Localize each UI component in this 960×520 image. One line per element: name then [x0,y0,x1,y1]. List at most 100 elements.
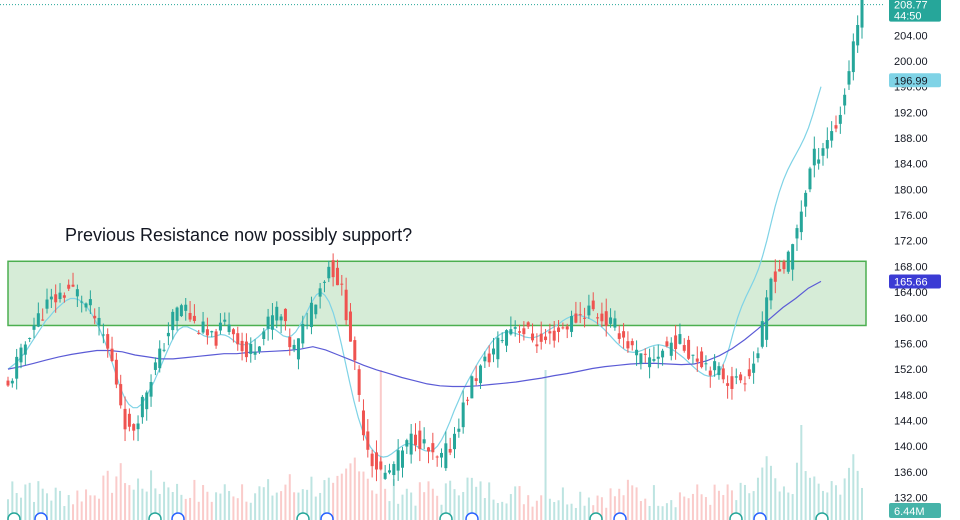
volume-bar [297,492,300,520]
event-marker-icon[interactable] [729,512,743,520]
volume-badge [889,503,941,518]
candle [192,304,196,324]
event-marker-icon[interactable] [589,512,603,520]
candle-body [535,344,539,347]
candle-body [747,369,751,377]
candle [431,432,435,460]
volume-bar [336,475,339,520]
annotation-text[interactable]: Previous Resistance now possibly support… [65,225,412,245]
candle [769,277,773,310]
volume-bar [644,498,647,520]
volume-bar [85,489,88,520]
price-axis[interactable]: 132.00 136.00 140.00 144.00 148.00 152.00 156.… [894,30,928,504]
candle [487,345,491,367]
candle-body [370,453,374,467]
y-tick-label: 200.00 [894,56,928,68]
candle [418,420,422,462]
candle [700,347,704,369]
volume-bar [427,481,430,520]
volume-bar [752,491,755,520]
volume-bar [89,495,92,520]
candle-body [171,311,175,331]
candle [322,280,326,293]
event-marker-icon[interactable] [34,512,48,520]
volume-bar [540,495,543,520]
volume-bar [470,477,473,520]
event-marker-icon[interactable] [171,512,185,520]
volume-bar [449,480,452,520]
volume-bar [193,479,196,520]
candle-body [461,402,465,428]
candle-body [45,299,49,309]
event-marker-icon[interactable] [439,512,453,520]
candle [54,284,58,313]
support-resistance-zone[interactable] [7,260,867,327]
candle-body [379,461,383,470]
candle [821,142,825,166]
volume-bar [488,482,491,520]
candle [570,310,574,338]
candle-body [36,313,40,327]
candle [687,335,691,361]
candle [539,321,543,350]
candle-body [201,321,205,333]
candle-body [218,322,222,331]
volume-bar [505,503,508,520]
event-marker-icon[interactable] [148,512,162,520]
volume-bar [171,492,174,520]
candle [23,341,27,366]
candle [604,298,608,337]
candle [379,456,383,471]
candle-body [32,325,36,330]
candle [830,121,834,148]
volume-bar [423,492,426,520]
candle-body [739,374,743,381]
y-tick-label: 136.00 [894,467,928,479]
candle [739,372,743,384]
candle [119,374,123,409]
volume-bar [791,494,794,520]
candle [656,344,660,369]
candle [257,346,261,355]
event-marker-icon[interactable] [753,512,767,520]
candle-body [600,313,604,322]
candle-body [288,336,292,348]
event-marker-icon[interactable] [465,512,479,520]
volume-bar [20,497,23,520]
candle-body [669,342,673,356]
candle-body [318,288,322,297]
candle [67,279,71,292]
volume-bar [72,504,75,520]
candle [361,399,365,441]
volume-bar [600,497,603,520]
volume-bar [596,495,599,520]
zone-rect[interactable] [7,260,867,327]
candle [422,427,426,450]
volume-bar [362,471,365,520]
candle [32,317,36,339]
candle [327,260,331,283]
volume-bar [800,425,803,520]
candle-body [622,331,626,338]
event-marker-icon[interactable] [613,512,627,520]
candle-body [123,408,127,430]
candle-body [166,332,170,337]
candle [45,288,49,314]
candle [804,190,808,217]
event-marker-icon[interactable] [320,512,334,520]
event-marker-icon[interactable] [815,512,829,520]
volume-bar [787,492,790,520]
event-marker-icon[interactable] [296,512,310,520]
volume-bar [414,505,417,520]
candle-body [548,331,552,334]
volume-bar [444,483,447,520]
candle [279,314,283,334]
volume-bar [349,463,352,520]
volume-bar [46,493,49,520]
candle-body [756,353,760,359]
volume-bar [15,492,18,520]
event-marker-icon[interactable] [7,512,21,520]
candle-body [752,363,756,373]
